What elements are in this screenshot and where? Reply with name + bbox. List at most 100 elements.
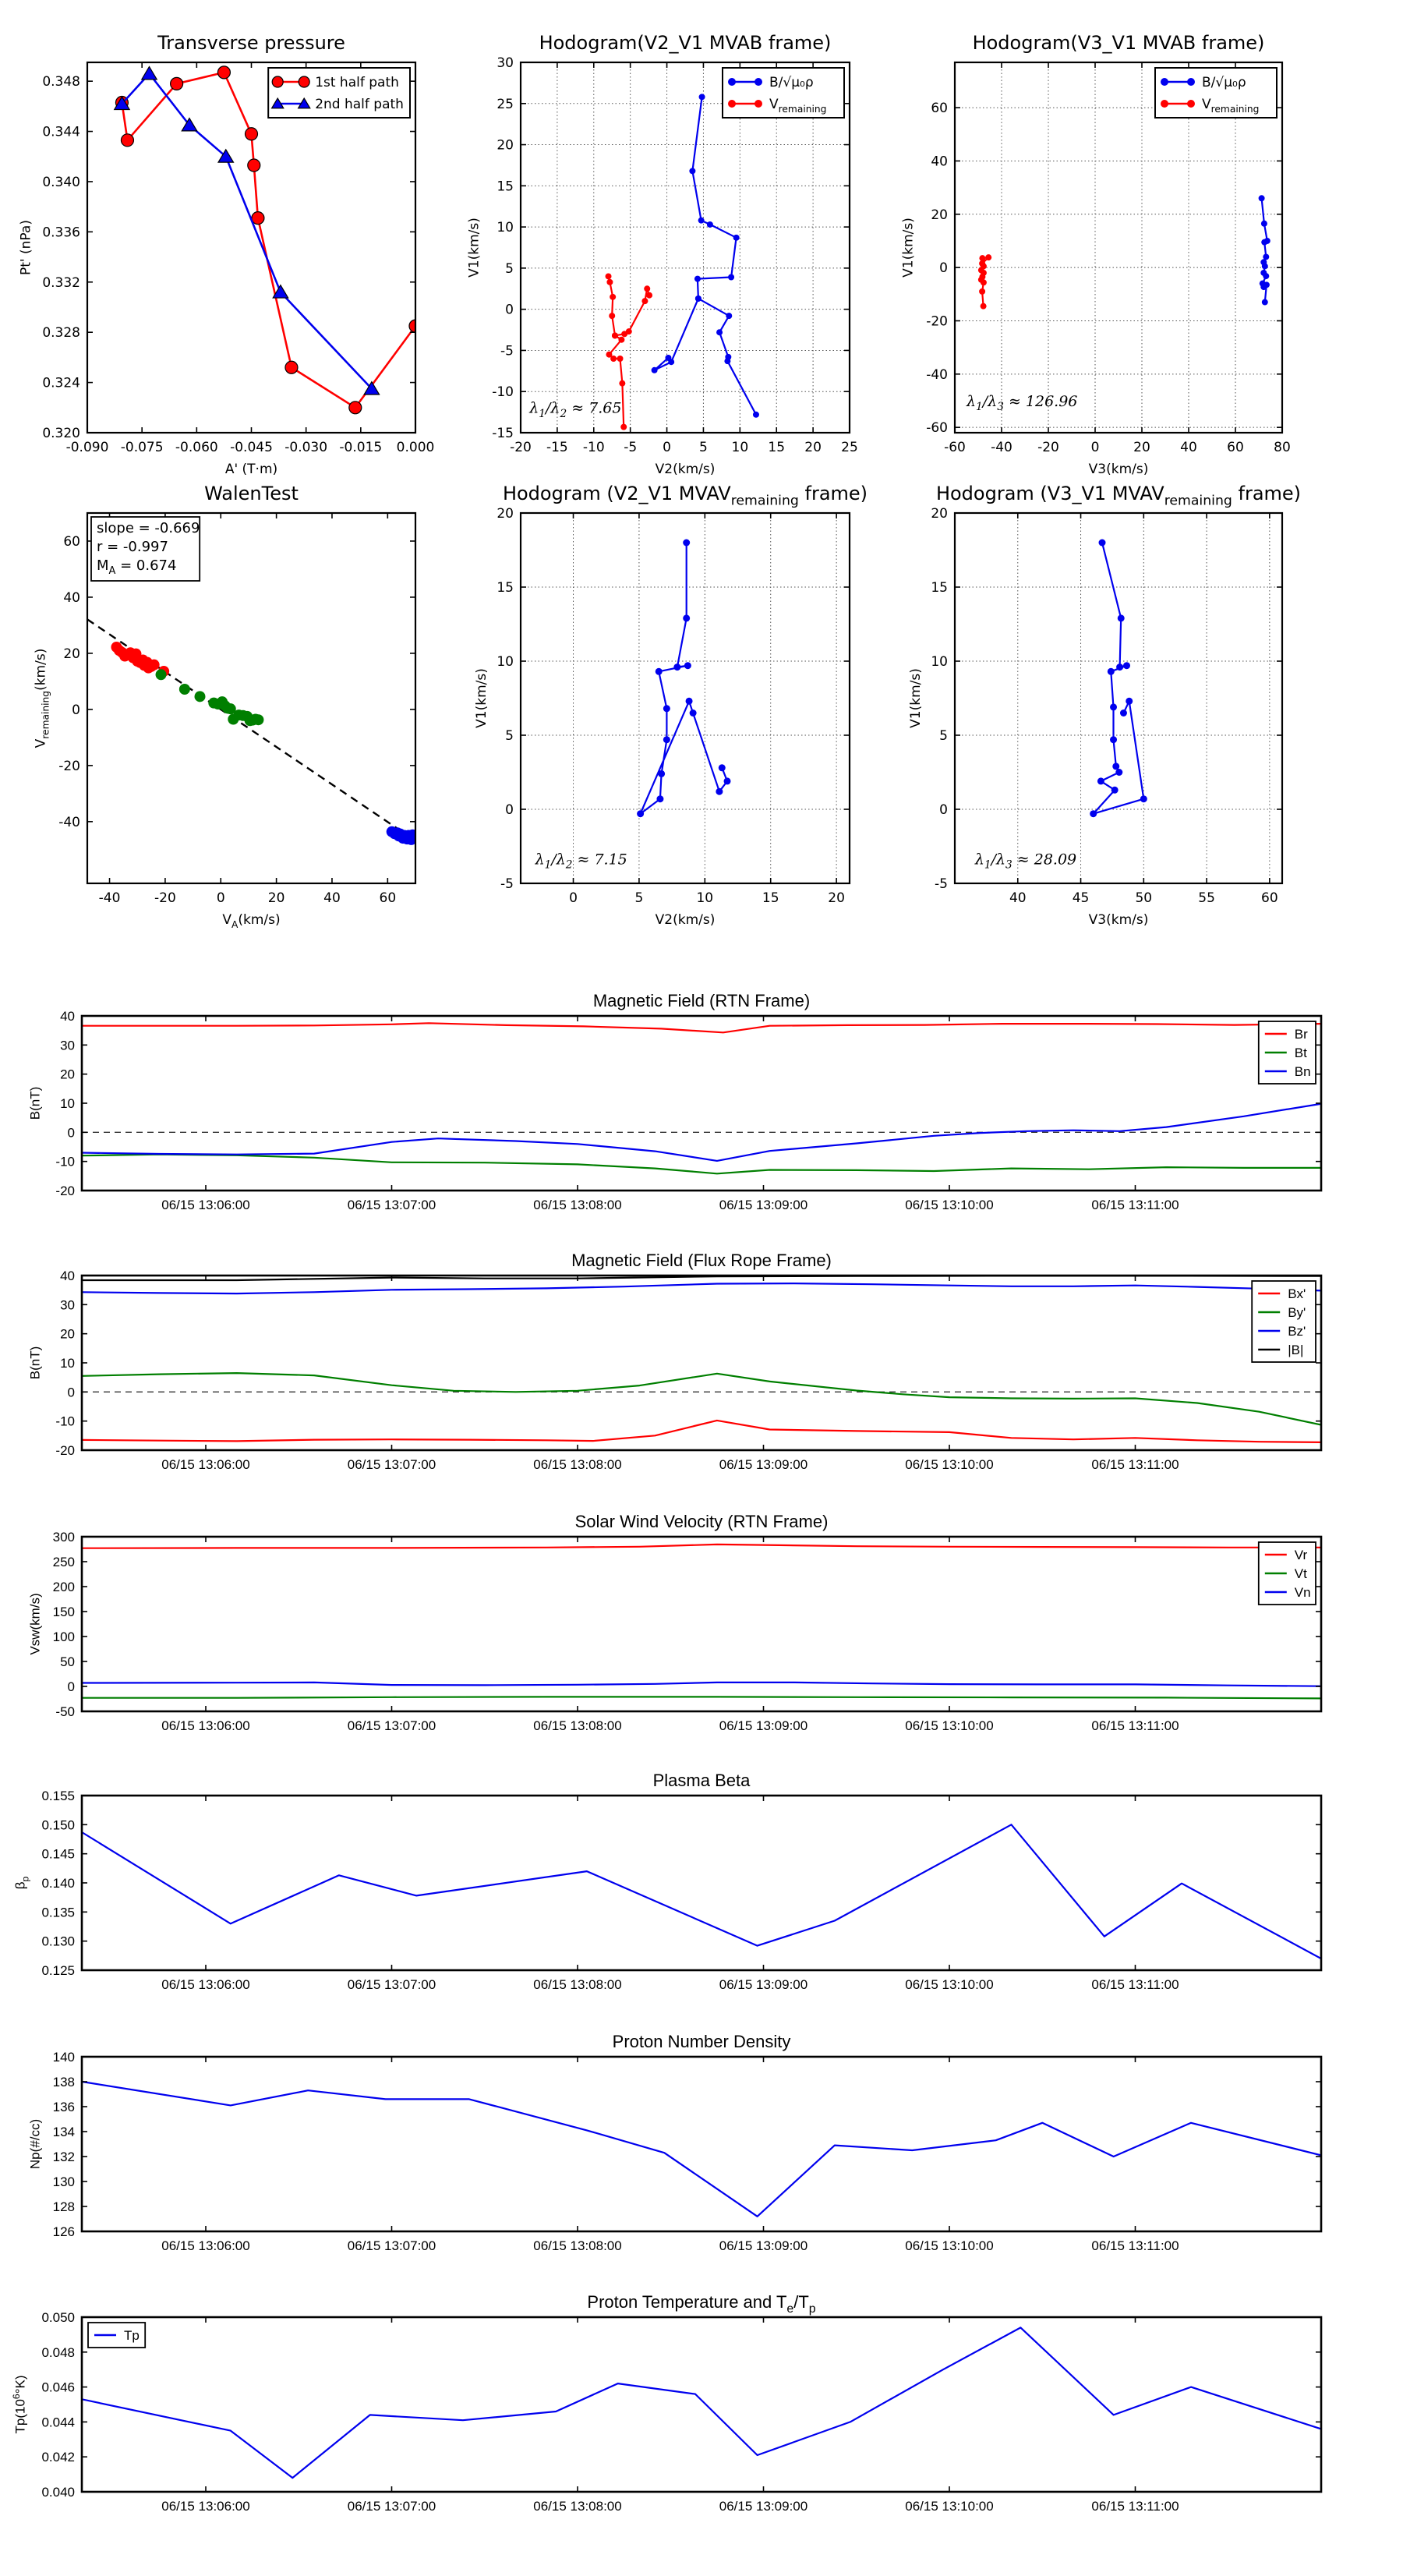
series-group xyxy=(1090,539,1147,818)
y-tick-label: 0.042 xyxy=(41,2450,75,2465)
y-tick-label: -40 xyxy=(58,815,80,830)
y-tick-label: 0.340 xyxy=(42,175,80,190)
y-tick-label: 126 xyxy=(53,2224,75,2239)
info-line: MA = 0.674 xyxy=(97,557,176,577)
x-tick-label: 06/15 13:08:00 xyxy=(533,1977,621,1992)
x-tick-label: 06/15 13:07:00 xyxy=(348,1718,436,1733)
legend-label: Br xyxy=(1295,1027,1308,1042)
y-tick-label: 20 xyxy=(931,506,948,522)
legend-label: Bx' xyxy=(1288,1286,1306,1301)
x-tick-label: 80 xyxy=(1274,440,1291,455)
y-tick-label: 40 xyxy=(60,1269,75,1283)
x-tick-label: -10 xyxy=(583,440,605,455)
x-tick-label: 25 xyxy=(841,440,858,455)
x-tick-label: -0.090 xyxy=(66,440,109,455)
y-tick-label: 10 xyxy=(60,1096,75,1111)
panel-magnetic-field-flux-rope: 06/15 13:06:00 06/15 13:07:00 06/15 13:08:… xyxy=(28,1251,1323,1472)
y-axis-label: B(nT) xyxy=(28,1087,43,1120)
x-axis-label: V3(km/s) xyxy=(1089,462,1149,477)
x-tick-label: 06/15 13:11:00 xyxy=(1091,2238,1179,2253)
x-tick-label: 40 xyxy=(1180,440,1197,455)
y-axis-label: Np(#/cc) xyxy=(28,2119,43,2169)
x-tick-label: 10 xyxy=(732,440,749,455)
x-tick-label: 06/15 13:07:00 xyxy=(348,2238,436,2253)
x-tick-label: 60 xyxy=(380,890,397,906)
y-tick-label: 0.348 xyxy=(42,74,80,90)
legend-label: 2nd half path xyxy=(315,97,404,112)
y-axis-label: V1(km/s) xyxy=(908,668,924,728)
y-tick-label: -5 xyxy=(500,343,514,359)
panel-transverse-pressure: -0.090 -0.075 -0.060 -0.045 -0.030 -0.015 0.00… xyxy=(19,32,435,477)
annotation: λ1/λ2 ≈ 7.15 xyxy=(535,851,627,871)
y-tick-label: 0.150 xyxy=(41,1817,75,1832)
y-tick-label: 0.320 xyxy=(42,426,80,441)
legend: Bx' By' Bz' |B| xyxy=(1251,1280,1316,1363)
annotation: λ1/λ3 ≈ 126.96 xyxy=(966,393,1077,413)
x-tick-label: 06/15 13:06:00 xyxy=(161,1198,249,1212)
series-group xyxy=(82,2327,1321,2479)
panel-title: Proton Number Density xyxy=(613,2032,791,2051)
legend-label: Vn xyxy=(1295,1585,1311,1600)
y-tick-label: 20 xyxy=(497,138,514,154)
y-tick-label: -20 xyxy=(55,1443,75,1458)
y-tick-label: 0.048 xyxy=(41,2345,75,2360)
x-tick-label: 60 xyxy=(1261,890,1278,906)
y-axis-label: βp xyxy=(13,1877,31,1890)
info-line: slope = -0.669 xyxy=(97,520,200,536)
series-group xyxy=(82,2080,1321,2217)
y-axis-label: Vsw(km/s) xyxy=(28,1593,43,1654)
y-axis-label: Pt' (nPa) xyxy=(19,220,34,275)
series-group xyxy=(82,1543,1321,1700)
legend: B/√μ₀ρ Vremaining xyxy=(1154,67,1278,119)
x-tick-label: -5 xyxy=(624,440,637,455)
x-tick-label: 0 xyxy=(217,890,225,906)
panel-title: Hodogram(V3_V1 MVAB frame) xyxy=(973,32,1265,54)
x-axis-label: V2(km/s) xyxy=(656,462,716,477)
x-tick-label: 5 xyxy=(635,890,644,906)
x-tick-label: -0.015 xyxy=(339,440,382,455)
y-tick-label: 15 xyxy=(931,580,948,596)
y-tick-label: 40 xyxy=(60,1009,75,1024)
y-tick-label: 10 xyxy=(497,654,514,670)
panel-hodogram-v2v1-mvav: 0 5 10 15 20 -5 0 5 10 15 20 V2(km/s) V1(km/s) Hodogr… xyxy=(474,483,868,928)
x-tick-label: 5 xyxy=(699,440,708,455)
panel-title: Hodogram (V3_V1 MVAVremaining frame) xyxy=(936,483,1301,509)
x-tick-label: 55 xyxy=(1198,890,1215,906)
legend: B/√μ₀ρ Vremaining xyxy=(722,67,845,119)
panel-title: Magnetic Field (Flux Rope Frame) xyxy=(571,1251,832,1270)
x-tick-label: 20 xyxy=(804,440,822,455)
y-tick-label: 0 xyxy=(505,303,514,318)
y-axis-label: V1(km/s) xyxy=(901,218,917,278)
y-tick-label: 20 xyxy=(497,506,514,522)
y-tick-label: -15 xyxy=(492,426,514,441)
x-tick-label: 20 xyxy=(828,890,845,906)
x-tick-label: 20 xyxy=(268,890,285,906)
x-tick-label: 06/15 13:06:00 xyxy=(161,2238,249,2253)
series-group xyxy=(82,1824,1321,1960)
x-tick-label: 0.000 xyxy=(397,440,435,455)
legend-label: Bt xyxy=(1295,1046,1307,1060)
x-tick-label: 15 xyxy=(762,890,779,906)
x-tick-label: 60 xyxy=(1227,440,1244,455)
y-tick-label: 140 xyxy=(53,2050,75,2065)
x-axis-label: V2(km/s) xyxy=(656,912,716,928)
y-tick-label: 250 xyxy=(53,1555,75,1569)
info-line: r = -0.997 xyxy=(97,539,168,555)
y-tick-label: 0 xyxy=(68,1679,75,1694)
y-tick-label: 0 xyxy=(939,802,948,818)
legend: Vr Vt Vn xyxy=(1257,1541,1316,1605)
y-tick-label: 0.344 xyxy=(42,125,80,140)
x-tick-label: 06/15 13:10:00 xyxy=(905,1718,993,1733)
x-tick-label: 0 xyxy=(1091,440,1100,455)
panel-hodogram-v3v1-mvab: -60 -40 -20 0 20 40 60 80 -60 -40 -20 0 20 40 60 V3(km/… xyxy=(901,32,1291,477)
x-tick-label: 06/15 13:09:00 xyxy=(719,2499,808,2514)
y-tick-label: 15 xyxy=(497,580,514,596)
y-tick-label: 30 xyxy=(497,55,514,71)
x-tick-label: -60 xyxy=(944,440,966,455)
y-tick-label: 0.130 xyxy=(41,1934,75,1949)
y-tick-label: 60 xyxy=(63,534,80,550)
panel-title: Hodogram(V2_V1 MVAB frame) xyxy=(539,32,832,54)
x-axis-label: V3(km/s) xyxy=(1089,912,1149,928)
y-tick-label: -20 xyxy=(58,759,80,774)
y-tick-label: 0 xyxy=(939,260,948,276)
